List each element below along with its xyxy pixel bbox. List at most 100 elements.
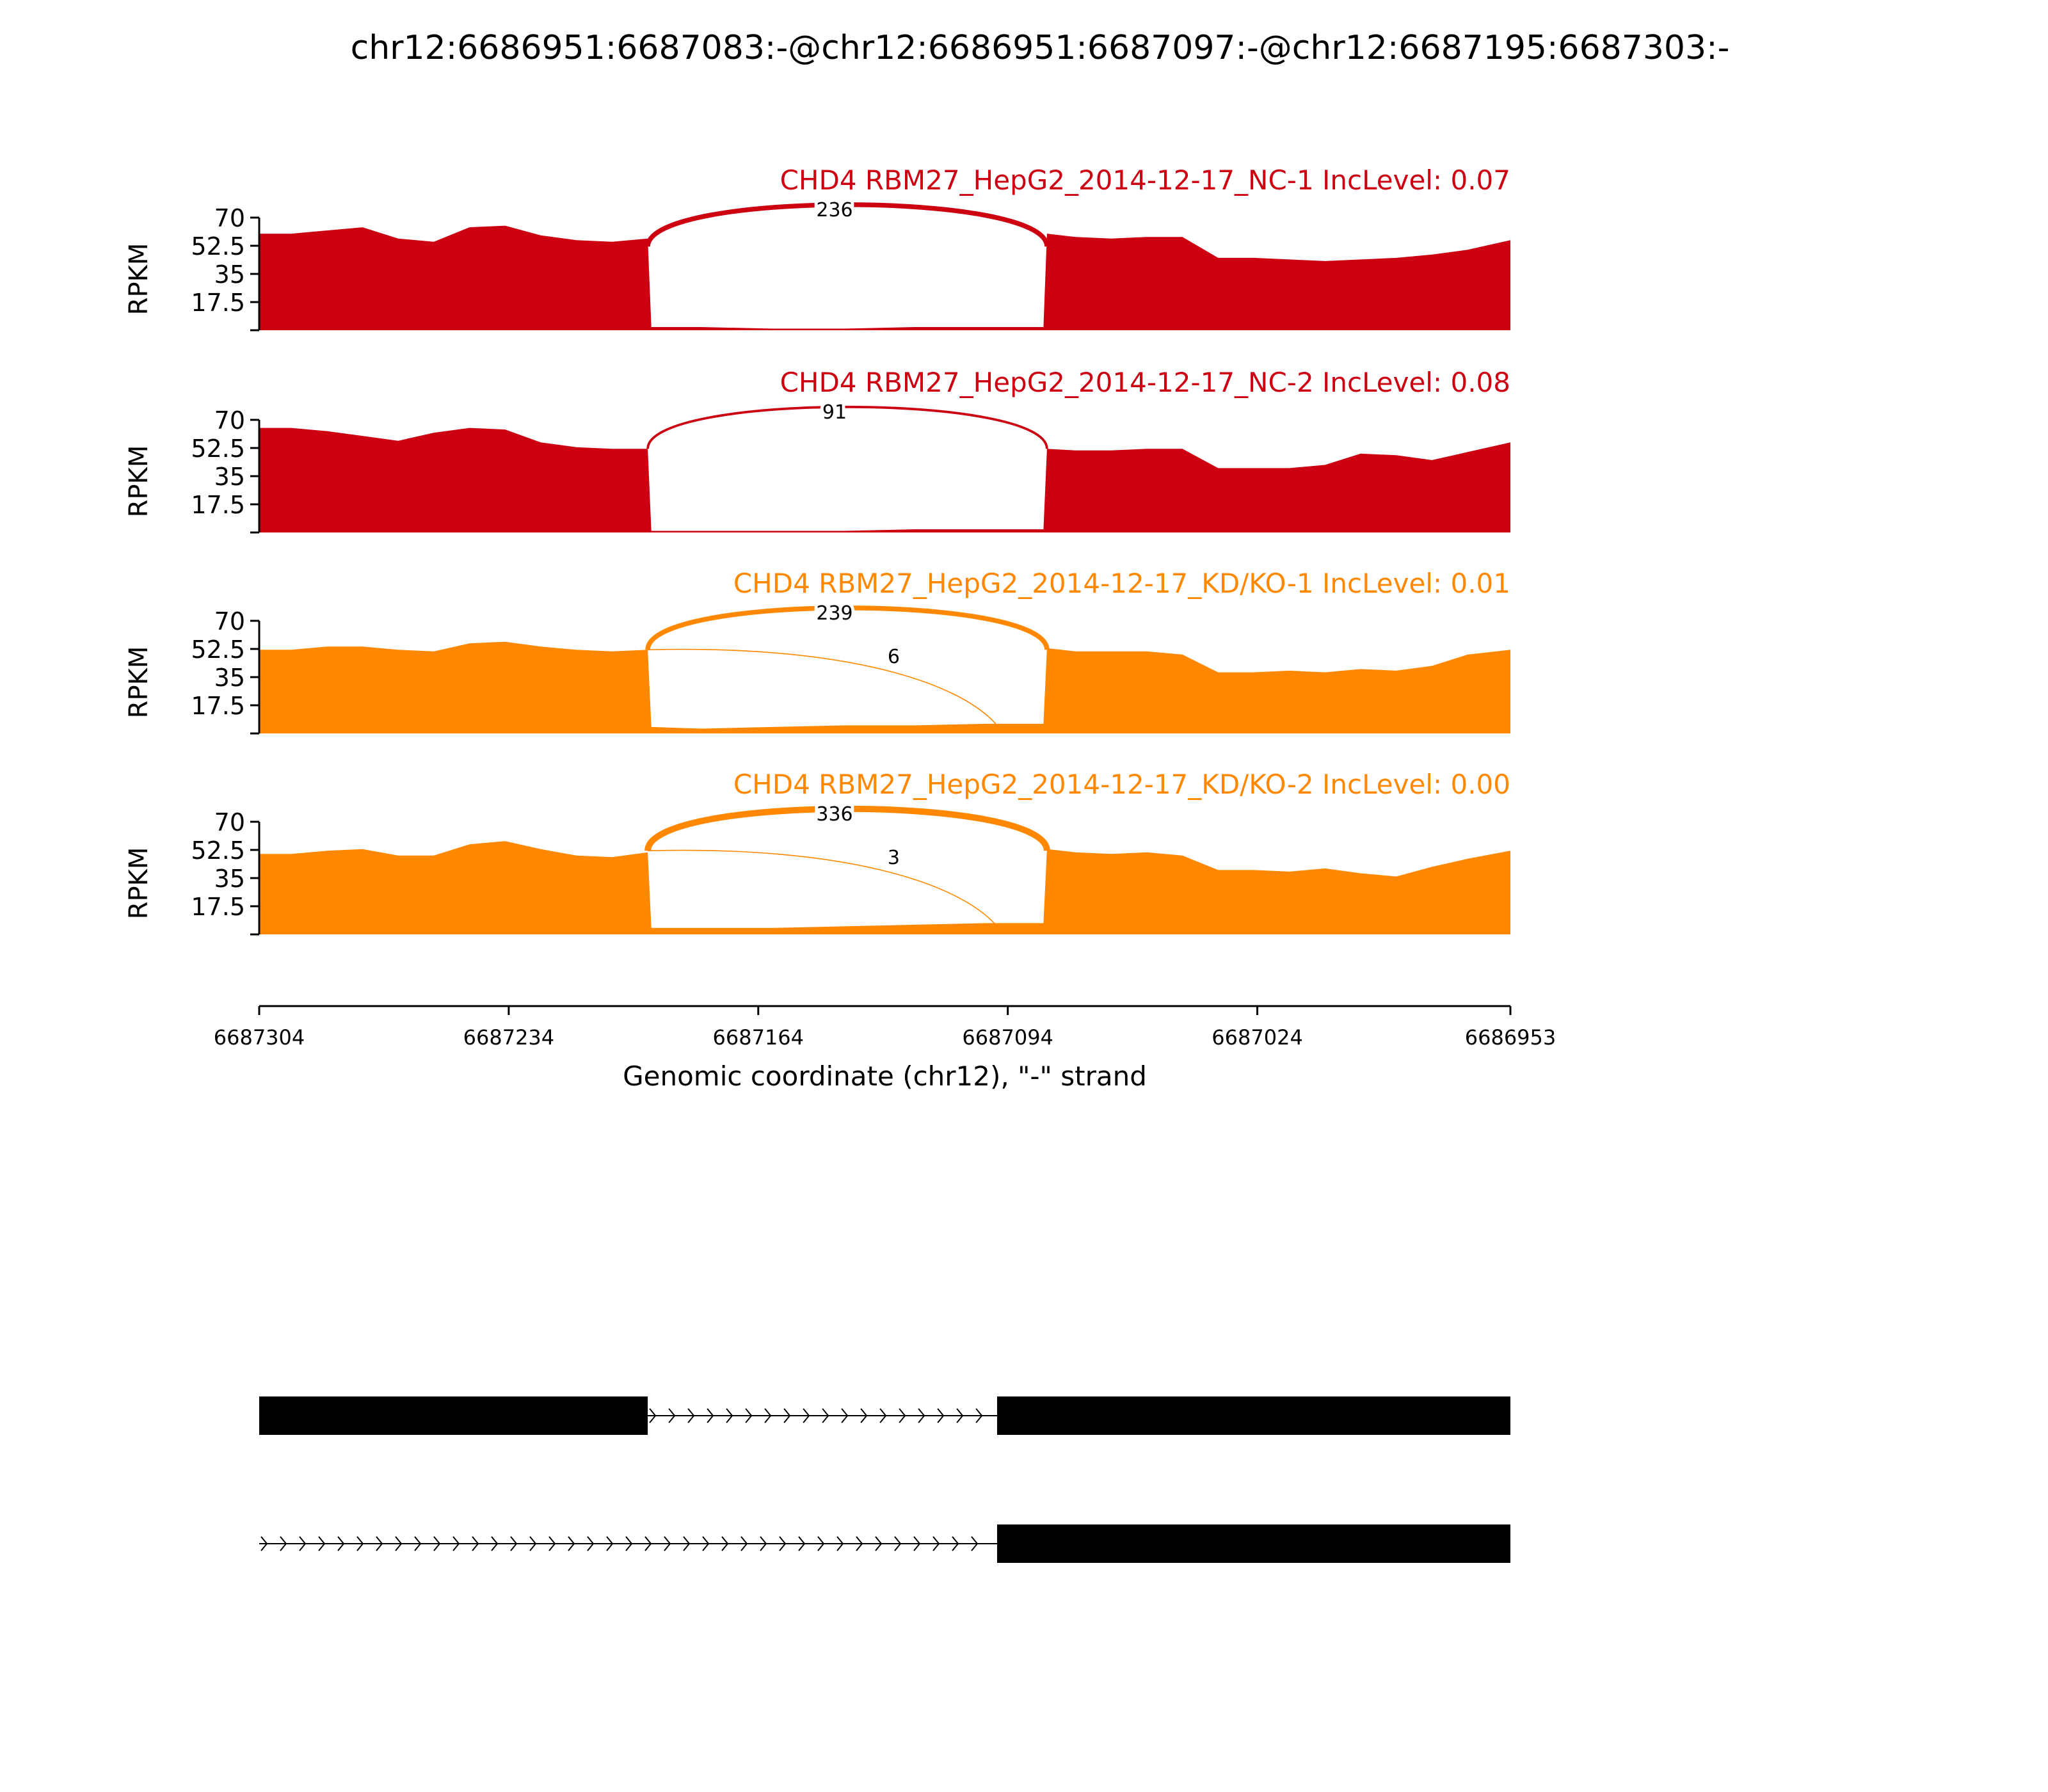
strand-chevron xyxy=(875,1536,883,1551)
coverage-area xyxy=(259,841,1510,934)
y-tick-label: 70 xyxy=(214,204,245,232)
strand-chevron xyxy=(356,1536,364,1551)
x-axis-label: Genomic coordinate (chr12), "-" strand xyxy=(623,1060,1147,1092)
x-tick-label: 6687024 xyxy=(1212,1025,1303,1050)
strand-chevron xyxy=(337,1536,345,1551)
junction-count-label: 239 xyxy=(816,602,852,625)
exon-block xyxy=(996,1524,1510,1563)
junction-count-label: 91 xyxy=(822,401,847,424)
strand-chevron xyxy=(414,1536,422,1551)
strand-chevron xyxy=(644,1536,652,1551)
junction-arc xyxy=(644,805,1050,852)
strand-chevron xyxy=(280,1536,287,1551)
junction-count-label: 3 xyxy=(888,847,900,869)
x-tick-label: 6686953 xyxy=(1465,1025,1556,1050)
strand-chevron xyxy=(299,1536,307,1551)
strand-chevron xyxy=(760,1536,767,1551)
sample-label: CHD4 RBM27_HepG2_2014-12-17_KD/KO-1 IncL… xyxy=(733,568,1510,599)
y-tick-label: 70 xyxy=(214,607,245,636)
y-tick-label: 17.5 xyxy=(191,893,245,921)
strand-chevron xyxy=(260,1536,268,1551)
strand-chevron xyxy=(745,1408,753,1423)
exon-block xyxy=(996,1396,1510,1435)
strand-chevron xyxy=(687,1408,695,1423)
y-tick-label: 17.5 xyxy=(191,289,245,317)
strand-chevron xyxy=(529,1536,537,1551)
x-tick-label: 6687164 xyxy=(713,1025,804,1050)
transcript xyxy=(259,1524,1510,1563)
strand-chevron xyxy=(491,1536,499,1551)
strand-chevron xyxy=(779,1536,787,1551)
y-tick-label: 52.5 xyxy=(191,435,245,463)
sample-label: CHD4 RBM27_HepG2_2014-12-17_NC-1 IncLeve… xyxy=(780,164,1510,196)
y-tick-label: 52.5 xyxy=(191,232,245,260)
strand-chevron xyxy=(952,1536,959,1551)
strand-chevron xyxy=(649,1408,657,1423)
strand-chevron xyxy=(913,1536,921,1551)
strand-chevron xyxy=(860,1408,868,1423)
strand-chevron xyxy=(568,1536,575,1551)
exon-block xyxy=(259,1396,648,1435)
strand-chevron xyxy=(702,1536,710,1551)
strand-chevron xyxy=(836,1536,844,1551)
junction-count-label: 236 xyxy=(816,199,852,221)
strand-chevron xyxy=(587,1536,595,1551)
strand-chevron xyxy=(318,1536,326,1551)
y-tick-label: 17.5 xyxy=(191,692,245,720)
strand-chevron xyxy=(510,1536,518,1551)
strand-chevron xyxy=(548,1536,556,1551)
strand-chevron xyxy=(971,1536,979,1551)
strand-chevron xyxy=(707,1408,714,1423)
y-tick-label: 52.5 xyxy=(191,836,245,865)
strand-chevron xyxy=(668,1408,676,1423)
junction-arc xyxy=(645,605,1050,650)
strand-chevron xyxy=(803,1408,810,1423)
strand-chevron xyxy=(783,1408,791,1423)
strand-chevron xyxy=(879,1408,887,1423)
strand-chevron xyxy=(764,1408,772,1423)
coverage-area xyxy=(259,225,1510,330)
x-tick-label: 6687094 xyxy=(962,1025,1053,1050)
coverage-area xyxy=(259,428,1510,532)
y-tick-label: 52.5 xyxy=(191,636,245,664)
y-tick-label: 35 xyxy=(214,463,245,491)
strand-chevron xyxy=(841,1408,849,1423)
strand-chevron xyxy=(798,1536,806,1551)
strand-chevron xyxy=(664,1536,671,1551)
y-tick-label: 17.5 xyxy=(191,491,245,519)
y-tick-label: 70 xyxy=(214,406,245,435)
y-tick-label: 70 xyxy=(214,808,245,836)
strand-chevron xyxy=(726,1408,733,1423)
strand-chevron xyxy=(899,1408,906,1423)
junction-count-label: 6 xyxy=(888,646,900,668)
strand-chevron xyxy=(683,1536,691,1551)
strand-chevron xyxy=(625,1536,633,1551)
junction-count-label: 336 xyxy=(816,803,852,826)
transcript-models xyxy=(259,1396,1510,1563)
junction-arc xyxy=(648,849,998,927)
y-tick-label: 35 xyxy=(214,664,245,692)
junction-arc xyxy=(645,202,1050,247)
junction-arc xyxy=(648,648,998,726)
y-axis-label: RPKM xyxy=(124,243,154,316)
y-tick-label: 35 xyxy=(214,865,245,893)
sample-label: CHD4 RBM27_HepG2_2014-12-17_NC-2 IncLeve… xyxy=(780,367,1510,398)
strand-chevron xyxy=(376,1536,383,1551)
strand-chevron xyxy=(472,1536,479,1551)
y-axis-label: RPKM xyxy=(124,646,154,719)
y-tick-label: 35 xyxy=(214,260,245,289)
junction-arc xyxy=(646,406,1048,449)
strand-chevron xyxy=(817,1536,825,1551)
strand-chevron xyxy=(932,1536,940,1551)
strand-chevron xyxy=(452,1536,460,1551)
strand-chevron xyxy=(395,1536,403,1551)
x-axis: 6687304 6687234 6687164 6687094 6687024 66869… xyxy=(214,1005,1556,1092)
strand-chevron xyxy=(433,1536,441,1551)
strand-chevron xyxy=(918,1408,925,1423)
strand-chevron xyxy=(740,1536,748,1551)
